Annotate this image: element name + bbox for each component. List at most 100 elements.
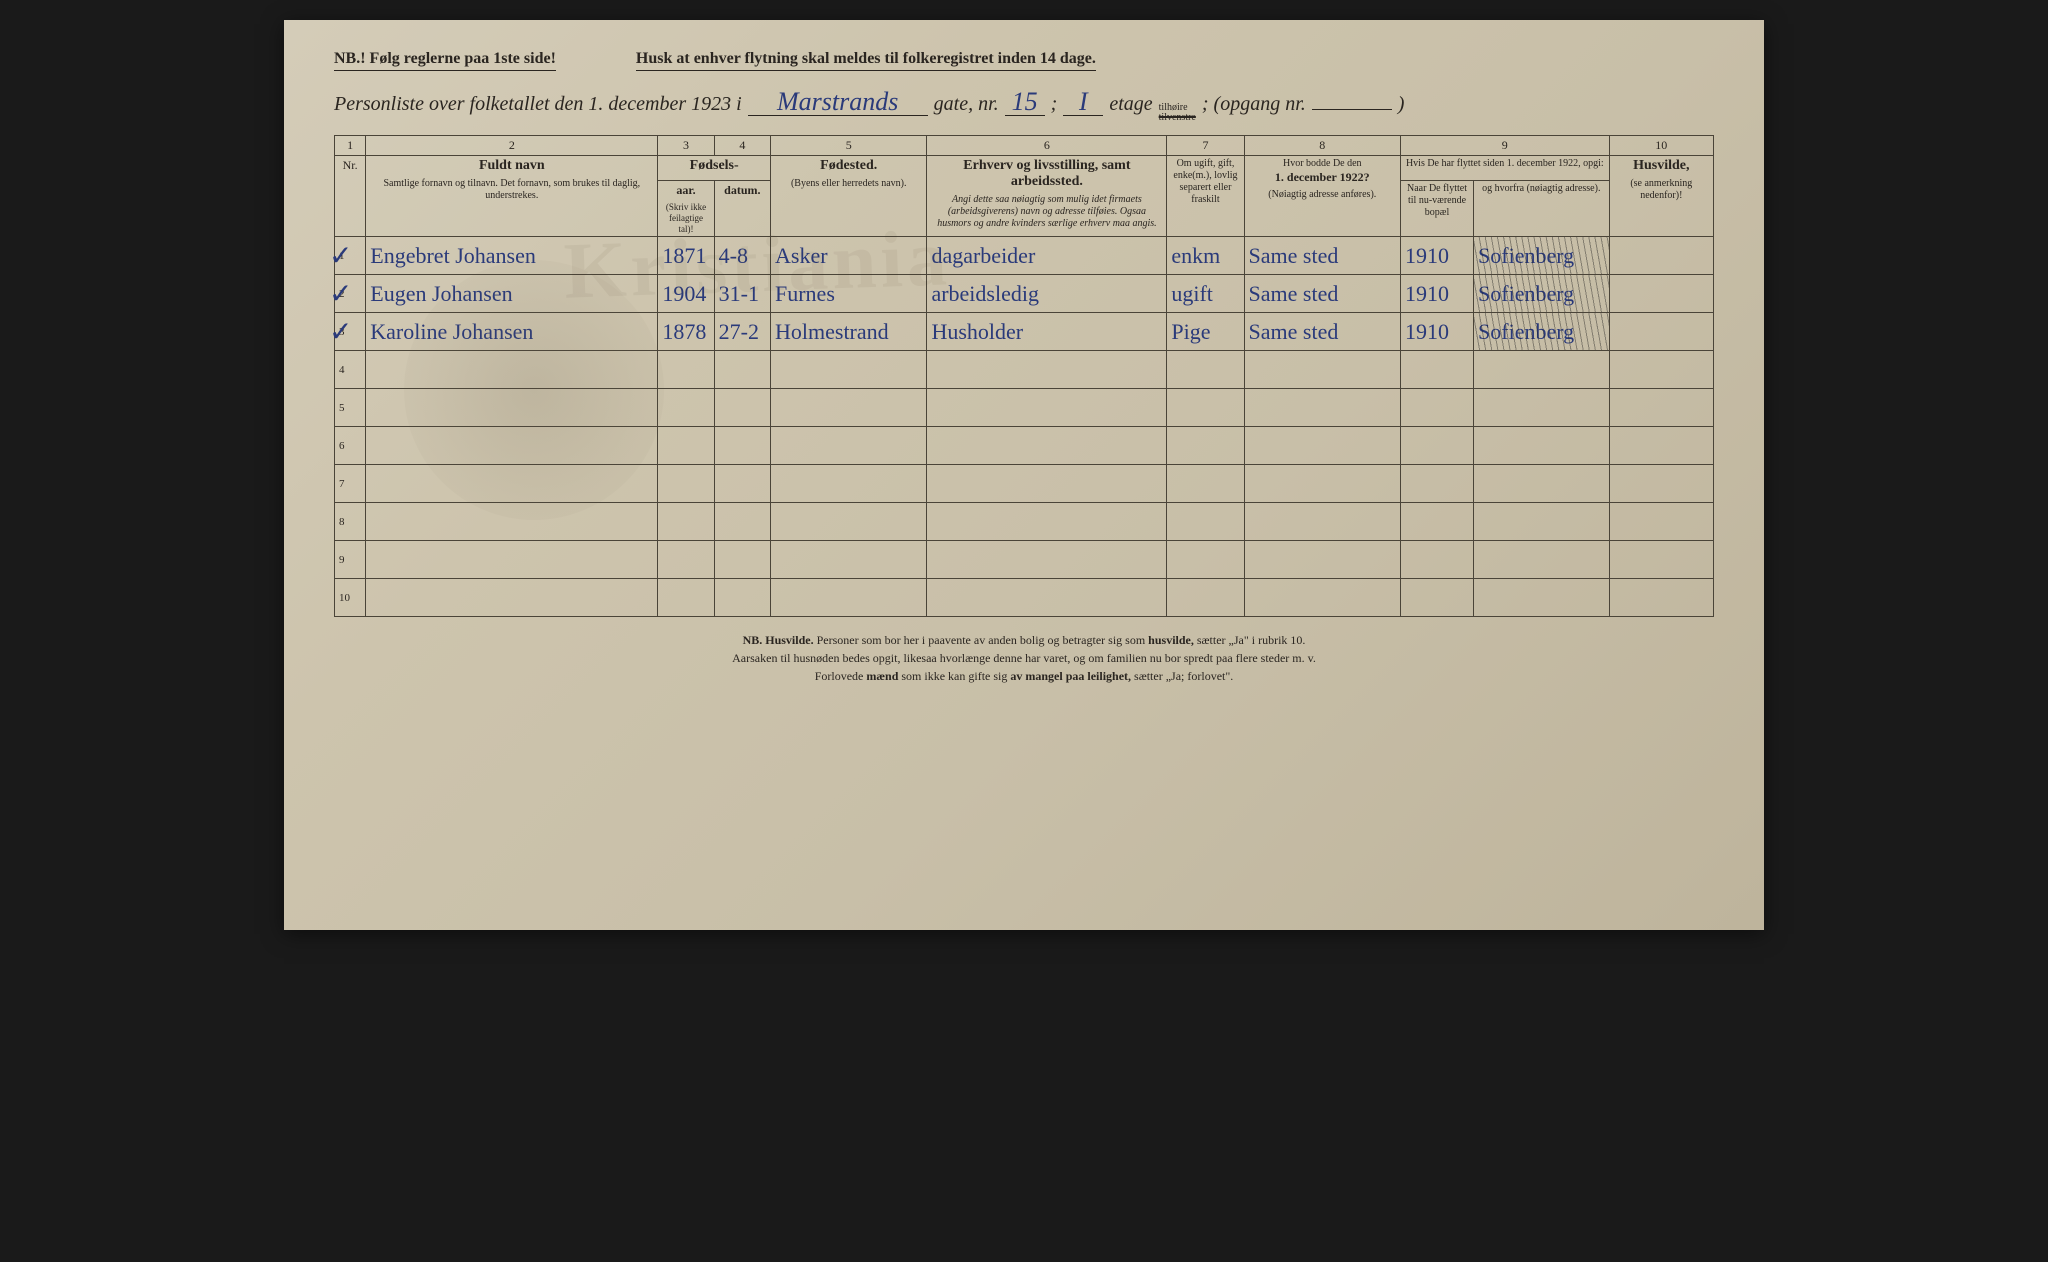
col-navn: Fuldt navn Samtlige fornavn og tilnavn. … xyxy=(366,156,658,237)
cell-datum xyxy=(714,351,770,389)
footer-l2: Aarsaken til husnøden bedes opgit, likes… xyxy=(732,651,1316,665)
colnum-6: 6 xyxy=(927,136,1167,156)
cell-bodde: Same sted xyxy=(1244,313,1400,351)
cell-status xyxy=(1167,389,1244,427)
cell-flyttet-naar xyxy=(1401,427,1474,465)
cell-erhverv xyxy=(927,351,1167,389)
cell-erhverv: arbeidsledig xyxy=(927,275,1167,313)
footer-l3c: som ikke kan gifte sig xyxy=(901,669,1010,683)
cell-bodde xyxy=(1244,579,1400,617)
cell-flyttet-hvor xyxy=(1474,465,1610,503)
col-navn-main: Fuldt navn xyxy=(370,158,653,174)
cell-husvilde xyxy=(1609,351,1713,389)
husk-warning: Husk at enhver flytning skal meldes til … xyxy=(636,50,1096,71)
col-aar: aar. (Skriv ikke feilagtige tal)! xyxy=(658,181,714,237)
col-erhverv-main: Erhverv og livsstilling, samt arbeidsste… xyxy=(931,158,1162,190)
cell-bodde xyxy=(1244,351,1400,389)
cell-fodested xyxy=(771,541,927,579)
col-fodested: Fødested. (Byens eller herredets navn). xyxy=(771,156,927,237)
col-husvilde-sub: (se anmerkning nedenfor)! xyxy=(1614,178,1709,202)
col-datum-label: datum. xyxy=(719,183,766,198)
cell-status xyxy=(1167,427,1244,465)
form-title-line: Personliste over folketallet den 1. dece… xyxy=(334,89,1714,123)
col-status-main: Om ugift, gift, enke(m.), lovlig separer… xyxy=(1171,158,1239,206)
col-erhverv-sub: Angi dette saa nøiagtig som mulig idet f… xyxy=(937,194,1156,229)
table-header: 1 2 3 4 5 6 7 8 9 10 Nr. Fuldt navn Samt… xyxy=(335,136,1714,237)
etage-nr-field: I xyxy=(1063,89,1103,116)
cell-erhverv xyxy=(927,503,1167,541)
cell-erhverv: dagarbeider xyxy=(927,237,1167,275)
cell-erhverv xyxy=(927,465,1167,503)
footer-l1b: Personer som bor her i paavente av anden… xyxy=(817,633,1149,647)
colnum-8: 8 xyxy=(1244,136,1400,156)
cell-status xyxy=(1167,465,1244,503)
col-flyttet-hvor: og hvorfra (nøiagtig adresse). xyxy=(1474,181,1610,237)
cell-datum xyxy=(714,465,770,503)
cell-erhverv xyxy=(927,579,1167,617)
footer-note: NB. Husvilde. Personer som bor her i paa… xyxy=(334,631,1714,685)
col-fodsels-main: Fødsels- xyxy=(662,158,766,174)
colnum-3: 3 xyxy=(658,136,714,156)
cell-flyttet-hvor xyxy=(1474,389,1610,427)
cell-datum: 4-8 xyxy=(714,237,770,275)
cell-husvilde xyxy=(1609,389,1713,427)
col-flyttet-naar-label: Naar De flyttet til nu-værende bopæl xyxy=(1405,183,1469,219)
cell-flyttet-naar xyxy=(1401,351,1474,389)
footer-l1c: husvilde, xyxy=(1148,633,1194,647)
etage-options: tilhøire tilvenstre xyxy=(1159,103,1196,123)
col-fodested-main: Fødested. xyxy=(775,158,922,174)
cell-nr: 6 xyxy=(335,427,366,465)
cell-flyttet-hvor xyxy=(1474,503,1610,541)
cell-flyttet-hvor xyxy=(1474,351,1610,389)
gate-label: gate, nr. xyxy=(934,93,999,116)
cell-status xyxy=(1167,541,1244,579)
cell-husvilde xyxy=(1609,427,1713,465)
cell-status xyxy=(1167,503,1244,541)
column-header-row-1: Nr. Fuldt navn Samtlige fornavn og tilna… xyxy=(335,156,1714,181)
cell-aar xyxy=(658,465,714,503)
cell-flyttet-naar: 1910 xyxy=(1401,237,1474,275)
footer-l3d: av mangel paa leilighet, xyxy=(1010,669,1131,683)
cell-status: enkm xyxy=(1167,237,1244,275)
col-husvilde-main: Husvilde, xyxy=(1614,158,1709,174)
cell-nr: ✓1 xyxy=(335,237,366,275)
colnum-10: 10 xyxy=(1609,136,1713,156)
colnum-9: 9 xyxy=(1401,136,1610,156)
col-fodsels-sub: (Skriv ikke feilagtige tal)! xyxy=(662,202,709,234)
col-datum: datum. xyxy=(714,181,770,237)
cell-fodested xyxy=(771,579,927,617)
cell-flyttet-naar: 1910 xyxy=(1401,275,1474,313)
cell-husvilde xyxy=(1609,313,1713,351)
cell-bodde xyxy=(1244,465,1400,503)
checkmark-icon: ✓ xyxy=(329,277,352,311)
opgang-label: ; (opgang nr. xyxy=(1202,93,1306,116)
column-number-row: 1 2 3 4 5 6 7 8 9 10 xyxy=(335,136,1714,156)
cell-status xyxy=(1167,351,1244,389)
colnum-2: 2 xyxy=(366,136,658,156)
cell-fodested xyxy=(771,427,927,465)
cell-datum xyxy=(714,503,770,541)
colnum-5: 5 xyxy=(771,136,927,156)
cell-bodde xyxy=(1244,389,1400,427)
cell-flyttet-hvor xyxy=(1474,427,1610,465)
cell-fodested: Furnes xyxy=(771,275,927,313)
etage-opt-bottom: tilvenstre xyxy=(1159,113,1196,123)
cell-aar xyxy=(658,579,714,617)
close-paren: ) xyxy=(1398,93,1405,116)
cell-erhverv xyxy=(927,427,1167,465)
colnum-7: 7 xyxy=(1167,136,1244,156)
col-husvilde: Husvilde, (se anmerkning nedenfor)! xyxy=(1609,156,1713,237)
cell-flyttet-naar xyxy=(1401,579,1474,617)
cell-bodde xyxy=(1244,427,1400,465)
cell-navn xyxy=(366,579,658,617)
cell-fodested xyxy=(771,351,927,389)
cell-erhverv xyxy=(927,389,1167,427)
cell-fodested xyxy=(771,465,927,503)
cell-flyttet-naar: 1910 xyxy=(1401,313,1474,351)
cell-bodde xyxy=(1244,503,1400,541)
cell-flyttet-naar xyxy=(1401,541,1474,579)
cell-datum xyxy=(714,427,770,465)
colnum-4: 4 xyxy=(714,136,770,156)
cell-flyttet-naar xyxy=(1401,465,1474,503)
street-name-field: Marstrands xyxy=(748,89,928,116)
